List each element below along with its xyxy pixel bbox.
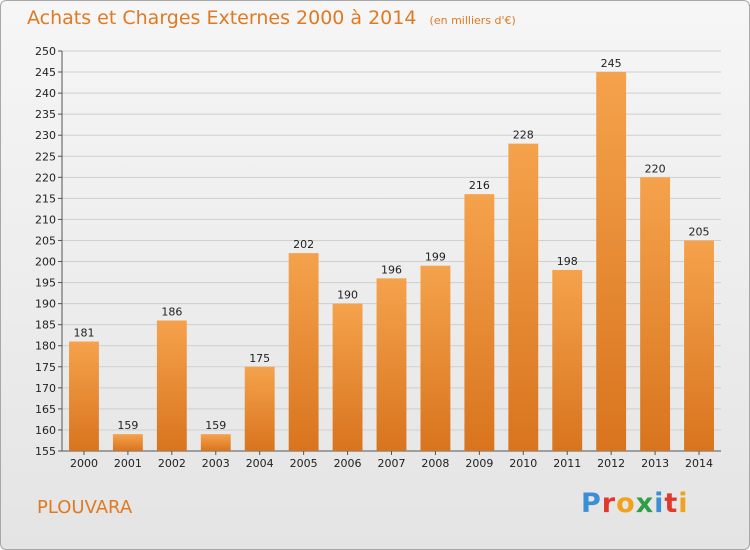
y-tick-label: 155 — [35, 445, 56, 458]
logo-letter: o — [616, 488, 636, 519]
bar — [69, 341, 99, 451]
bar-value-label: 159 — [205, 419, 226, 432]
bar — [640, 177, 671, 451]
x-tick-label: 2001 — [114, 457, 142, 470]
y-tick-label: 250 — [35, 45, 56, 58]
logo-letter: i — [654, 488, 665, 519]
y-tick-label: 220 — [35, 171, 56, 184]
y-tick-label: 195 — [35, 277, 56, 290]
y-tick-label: 225 — [35, 150, 56, 163]
y-tick-label: 240 — [35, 87, 56, 100]
bar-value-label: 216 — [469, 179, 490, 192]
logo-letter: x — [635, 488, 655, 519]
y-tick-label: 205 — [35, 234, 56, 247]
bar-value-label: 228 — [513, 129, 534, 142]
chart-title-main: Achats et Charges Externes 2000 à 2014 — [27, 7, 417, 29]
bar — [508, 143, 539, 451]
bar-value-label: 198 — [557, 255, 578, 268]
x-tick-label: 2008 — [421, 457, 449, 470]
y-tick-label: 245 — [35, 66, 56, 79]
x-tick-label: 2011 — [553, 457, 581, 470]
y-tick-label: 180 — [35, 340, 56, 353]
bar-value-label: 245 — [601, 57, 622, 70]
bar — [156, 320, 187, 451]
bar — [684, 240, 714, 451]
bar — [288, 253, 319, 451]
y-tick-label: 215 — [35, 192, 56, 205]
bar — [112, 434, 143, 451]
y-tick-label: 160 — [35, 424, 56, 437]
bars — [69, 72, 714, 451]
bar-value-label: 186 — [161, 305, 182, 318]
bar — [376, 278, 407, 451]
y-tick-label: 235 — [35, 108, 56, 121]
logo-letter: P — [581, 488, 602, 519]
bar-value-label: 205 — [689, 225, 710, 238]
commune-name: PLOUVARA — [37, 497, 133, 518]
x-tick-label: 2003 — [202, 457, 230, 470]
x-tick-label: 2014 — [685, 457, 713, 470]
bar — [552, 269, 583, 451]
y-tick-label: 200 — [35, 256, 56, 269]
bar — [332, 303, 363, 451]
logo-letter: t — [664, 488, 679, 519]
x-tick-label: 2004 — [246, 457, 274, 470]
bar-value-label: 220 — [645, 162, 666, 175]
logo-letter: r — [601, 488, 617, 519]
x-tick-label: 2007 — [378, 457, 406, 470]
y-tick-label: 165 — [35, 403, 56, 416]
bar-value-label: 199 — [425, 251, 446, 264]
bar-value-label: 202 — [293, 238, 314, 251]
bar — [200, 434, 231, 451]
y-tick-label: 210 — [35, 213, 56, 226]
logo-letter: i — [678, 488, 689, 519]
x-tick-label: 2009 — [465, 457, 493, 470]
bar — [464, 194, 495, 451]
x-tick-label: 2010 — [509, 457, 537, 470]
proxiti-logo: Proxiti — [581, 488, 689, 519]
y-tick-label: 185 — [35, 319, 56, 332]
bar — [596, 72, 627, 451]
y-tick-label: 170 — [35, 382, 56, 395]
bar-value-label: 190 — [337, 289, 358, 302]
y-tick-label: 190 — [35, 298, 56, 311]
x-tick-label: 2013 — [641, 457, 669, 470]
y-tick-label: 175 — [35, 361, 56, 374]
x-tick-label: 2000 — [70, 457, 98, 470]
x-tick-label: 2002 — [158, 457, 186, 470]
labels: 155 160 165 170 175 180 185 190 195 200 205 210 215 2… — [35, 45, 713, 470]
chart-title: Achats et Charges Externes 2000 à 2014 (… — [27, 7, 516, 29]
chart-title-unit: (en milliers d'€) — [429, 14, 516, 27]
bar-value-label: 196 — [381, 263, 402, 276]
x-tick-label: 2012 — [597, 457, 625, 470]
y-tick-label: 230 — [35, 129, 56, 142]
bar-value-label: 175 — [249, 352, 270, 365]
bar — [420, 265, 451, 451]
bar — [244, 366, 275, 451]
x-tick-label: 2006 — [334, 457, 362, 470]
x-tick-label: 2005 — [290, 457, 318, 470]
bar-value-label: 159 — [117, 419, 138, 432]
bar-value-label: 181 — [73, 327, 94, 340]
